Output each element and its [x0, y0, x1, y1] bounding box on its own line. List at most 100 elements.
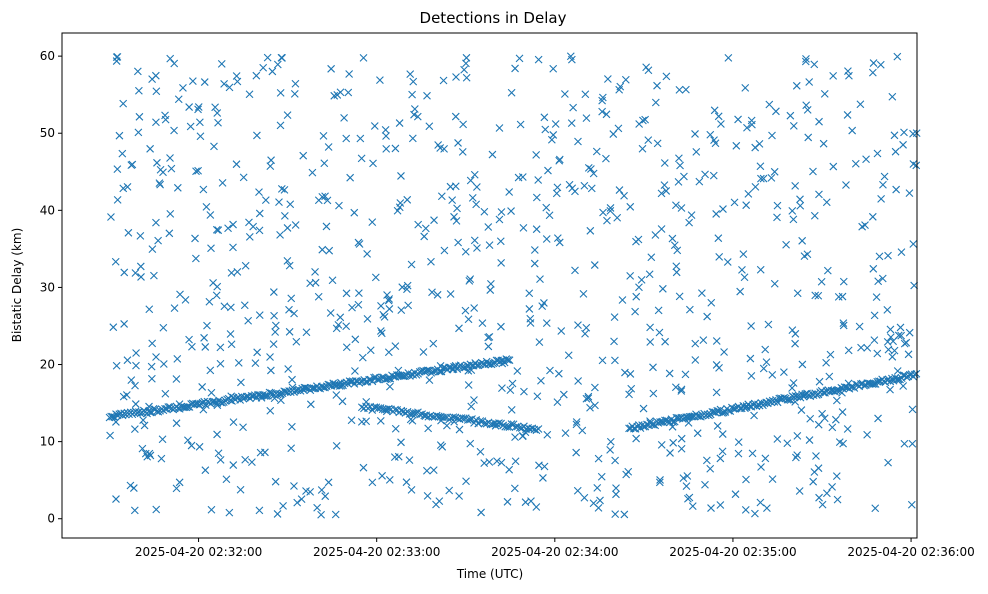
- noise-point: [716, 454, 725, 463]
- noise-point: [325, 246, 334, 255]
- noise-point: [113, 196, 122, 204]
- track-point: [108, 412, 117, 421]
- noise-point: [874, 414, 882, 423]
- track-point: [384, 404, 393, 413]
- noise-point: [653, 139, 662, 148]
- noise-point: [207, 388, 216, 397]
- noise-point: [240, 301, 249, 310]
- track-point: [708, 407, 717, 416]
- noise-point: [203, 321, 211, 330]
- noise-point: [695, 177, 704, 186]
- noise-point: [701, 480, 709, 489]
- noise-point: [464, 315, 473, 324]
- noise-point: [736, 287, 745, 296]
- noise-point: [888, 92, 897, 101]
- noise-point: [751, 182, 760, 191]
- noise-point: [855, 322, 864, 331]
- noise-point: [273, 60, 282, 69]
- noise-point: [851, 159, 860, 168]
- noise-point: [719, 205, 727, 213]
- noise-point: [287, 294, 296, 303]
- noise-point: [848, 126, 857, 135]
- noise-point: [677, 204, 686, 212]
- track-point: [383, 375, 391, 383]
- noise-point: [185, 335, 193, 344]
- noise-point: [757, 463, 765, 471]
- noise-point: [539, 474, 547, 482]
- noise-point: [569, 103, 578, 112]
- noise-point: [714, 234, 723, 243]
- noise-point: [627, 384, 636, 393]
- track-point: [378, 405, 387, 414]
- noise-point: [132, 349, 140, 357]
- noise-point: [271, 321, 280, 330]
- noise-point: [211, 103, 220, 112]
- noise-point: [561, 429, 570, 438]
- noise-point: [639, 116, 647, 125]
- noise-point: [702, 456, 711, 465]
- noise-point: [809, 167, 817, 176]
- noise-point: [345, 70, 354, 78]
- noise-point: [632, 237, 640, 246]
- noise-point: [874, 277, 883, 286]
- noise-point: [342, 322, 351, 331]
- noise-point: [814, 291, 823, 300]
- noise-point: [598, 107, 607, 116]
- noise-point: [832, 472, 841, 480]
- noise-point: [386, 382, 394, 391]
- noise-point: [908, 405, 917, 414]
- noise-point: [505, 188, 514, 196]
- noise-point: [152, 118, 160, 127]
- noise-point: [796, 195, 804, 204]
- noise-point: [275, 198, 283, 207]
- noise-point: [884, 345, 893, 354]
- noise-point: [397, 306, 406, 315]
- noise-point: [806, 414, 815, 423]
- noise-point: [538, 302, 547, 310]
- noise-point: [572, 418, 581, 426]
- noise-point: [497, 208, 506, 216]
- noise-point: [535, 338, 544, 347]
- noise-point: [120, 268, 129, 277]
- noise-point: [611, 510, 620, 519]
- noise-point: [546, 366, 554, 375]
- noise-point: [868, 68, 877, 77]
- noise-point: [609, 130, 618, 138]
- noise-point: [884, 251, 892, 260]
- noise-point: [511, 64, 519, 73]
- noise-point: [598, 93, 607, 102]
- noise-point: [497, 258, 506, 267]
- noise-point: [720, 348, 728, 356]
- noise-point: [762, 358, 771, 367]
- noise-point: [461, 306, 470, 315]
- noise-point: [661, 337, 670, 346]
- noise-point: [188, 77, 197, 86]
- noise-point: [306, 279, 315, 288]
- noise-point: [560, 90, 569, 98]
- noise-point: [768, 370, 777, 379]
- noise-point: [277, 185, 286, 193]
- noise-point: [185, 103, 194, 111]
- noise-point: [439, 76, 448, 85]
- noise-point: [473, 244, 481, 252]
- noise-point: [291, 79, 300, 88]
- noise-point: [200, 78, 209, 86]
- noise-point: [132, 361, 140, 370]
- noise-point: [269, 340, 278, 349]
- noise-point: [383, 291, 391, 299]
- noise-point: [815, 117, 823, 126]
- noise-point: [283, 111, 292, 120]
- noise-point: [503, 497, 512, 506]
- noise-point: [248, 458, 256, 467]
- noise-point: [404, 301, 413, 310]
- noise-point: [145, 305, 154, 314]
- track-point: [499, 421, 508, 430]
- noise-point: [322, 222, 331, 231]
- noise-point: [879, 180, 887, 189]
- noise-point: [506, 386, 515, 395]
- noise-point: [902, 338, 911, 347]
- noise-point: [397, 172, 405, 180]
- noise-point: [284, 365, 293, 373]
- noise-point: [584, 394, 593, 403]
